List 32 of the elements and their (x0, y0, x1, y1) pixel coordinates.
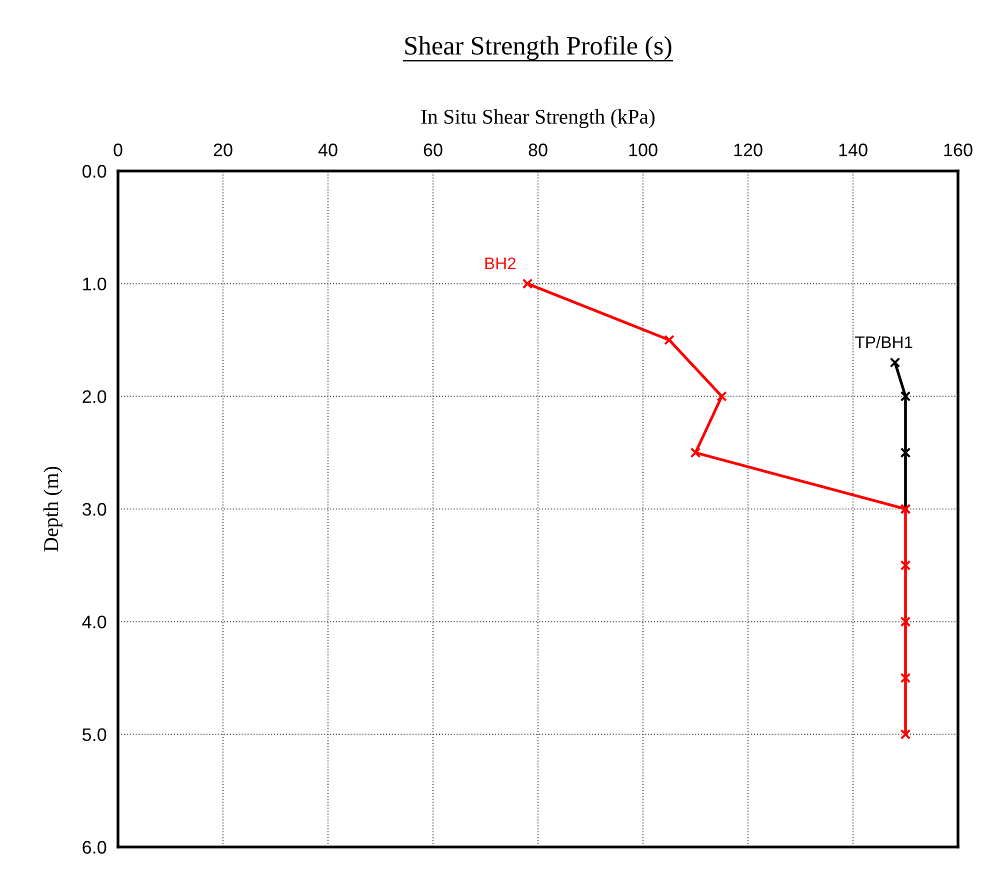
point (900, 447, 911, 458)
x-tick-label: 140 (839, 144, 868, 156)
point (522, 278, 533, 289)
x-tick-label: 60 (424, 144, 442, 156)
series-label: BH2 (485, 257, 516, 270)
y-tick-label: 6.0 (82, 840, 106, 854)
series-label: TP/BH1 (855, 336, 912, 348)
point (900, 672, 911, 684)
point (900, 560, 911, 571)
x-tick-label: 160 (944, 144, 972, 156)
y-axis-title: Depth (m) (43, 466, 62, 552)
y-tick-label: 3.0 (82, 502, 106, 516)
y-tick-label: 2.0 (82, 390, 106, 404)
point (664, 334, 674, 346)
point (890, 357, 900, 368)
y-tick-label: 4.0 (82, 616, 106, 628)
point (716, 391, 727, 402)
x-axis-title: In Situ Shear Strength (kPa) (421, 109, 655, 128)
point (900, 729, 911, 740)
chart-title: Shear Strength Profile (s) (405, 36, 672, 60)
x-tick-label: 100 (629, 144, 658, 156)
point (900, 391, 911, 402)
point (900, 616, 911, 627)
y-tick-label: 1.0 (83, 278, 106, 290)
y-tick-label: 0.0 (82, 164, 106, 178)
x-tick-label: 0 (114, 144, 122, 156)
x-tick-label: 40 (318, 144, 338, 156)
x-tick-label: 120 (734, 144, 762, 156)
y-tick-label: 5.0 (82, 728, 106, 742)
x-tick-label: 80 (528, 144, 548, 156)
x-tick-label: 20 (214, 144, 232, 156)
point (690, 447, 701, 458)
